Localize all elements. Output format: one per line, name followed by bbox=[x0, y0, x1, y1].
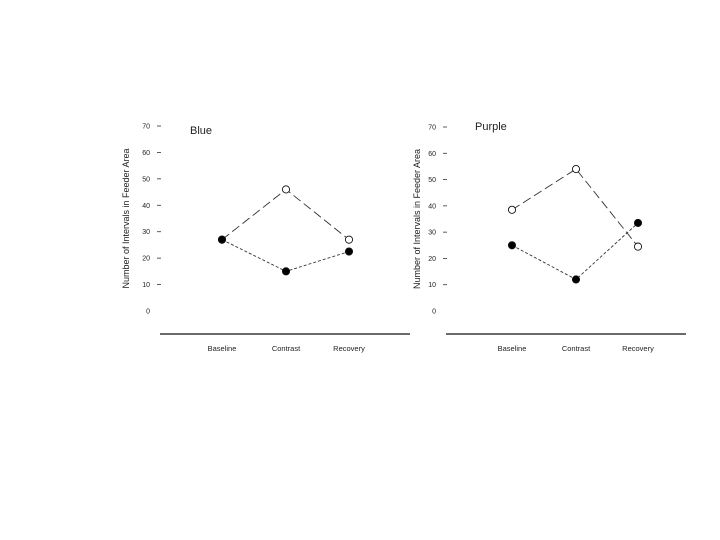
open-circle-point bbox=[281, 185, 291, 194]
series-line-open bbox=[221, 188, 350, 240]
filled-circle-point bbox=[507, 241, 517, 250]
x-category-label: Baseline bbox=[498, 344, 527, 353]
x-category-label: Baseline bbox=[208, 344, 237, 353]
y-axis-label: Number of Intervals in Feeder Area bbox=[121, 148, 131, 288]
y-tick-label: 0 bbox=[432, 309, 436, 316]
y-tick-label: 20 bbox=[428, 256, 436, 263]
open-circle-point bbox=[571, 165, 581, 174]
x-category-label: Recovery bbox=[622, 344, 654, 353]
chart-panel-blue: Blue Number of Intervals in Feeder Area 0 1… bbox=[121, 124, 410, 353]
y-tick-label: 30 bbox=[142, 229, 150, 236]
y-tick-label: 10 bbox=[428, 282, 436, 289]
filled-circle-point bbox=[217, 235, 227, 244]
x-category-label: Recovery bbox=[333, 344, 365, 353]
series-line-open bbox=[511, 168, 639, 247]
y-tick-label: 50 bbox=[142, 176, 150, 183]
y-tick-label: 60 bbox=[428, 151, 436, 158]
y-tick-label: 60 bbox=[142, 150, 150, 157]
y-tick-label: 40 bbox=[428, 203, 436, 210]
x-category-label: Contrast bbox=[272, 344, 301, 353]
chart-panel-purple: Purple Number of Intervals in Feeder Area… bbox=[412, 121, 686, 353]
y-tick-label: 30 bbox=[428, 230, 436, 237]
y-tick-label: 10 bbox=[142, 282, 150, 289]
series-line-filled bbox=[221, 239, 350, 272]
y-tick-label: 0 bbox=[146, 309, 150, 316]
open-circle-point bbox=[633, 242, 643, 251]
open-circle-point bbox=[344, 235, 354, 244]
y-tick-label: 20 bbox=[142, 256, 150, 263]
y-tick-label: 50 bbox=[428, 177, 436, 184]
chart-title: Purple bbox=[475, 121, 507, 133]
y-tick-label: 70 bbox=[142, 124, 150, 131]
filled-circle-point bbox=[571, 275, 581, 284]
x-category-label: Contrast bbox=[562, 344, 591, 353]
y-axis-label: Number of Intervals in Feeder Area bbox=[412, 149, 422, 289]
filled-circle-point bbox=[281, 267, 291, 276]
y-tick-label: 40 bbox=[142, 203, 150, 210]
filled-circle-point bbox=[633, 218, 643, 227]
chart-title: Blue bbox=[190, 125, 212, 137]
filled-circle-point bbox=[344, 247, 354, 256]
y-tick-label: 70 bbox=[428, 125, 436, 132]
open-circle-point bbox=[507, 205, 517, 214]
series-line-filled bbox=[511, 222, 639, 281]
